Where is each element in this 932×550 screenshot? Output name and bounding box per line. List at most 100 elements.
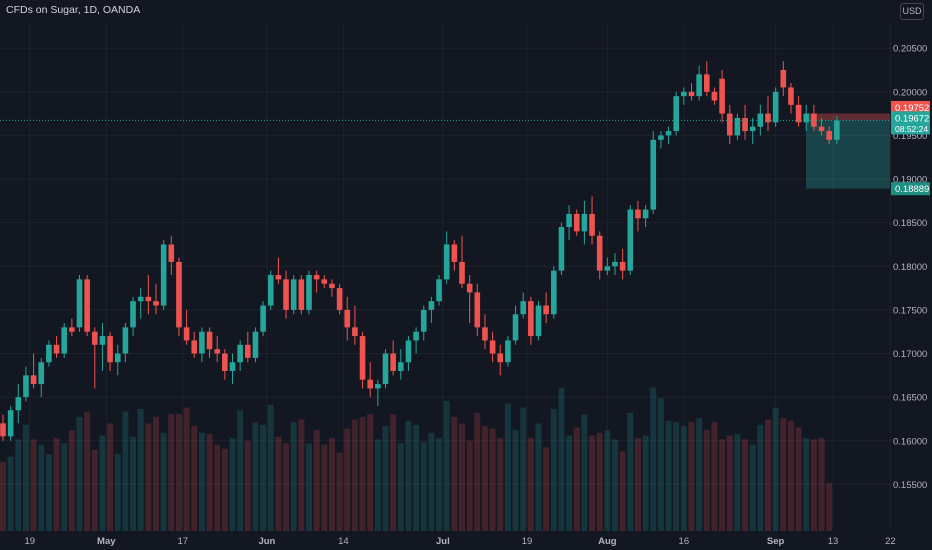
candle-body — [505, 340, 511, 363]
volume-bar — [244, 440, 251, 531]
candle-body — [535, 305, 542, 337]
y-tick-label: 0.20000 — [893, 87, 927, 98]
candle-body — [642, 209, 649, 219]
candle-body — [245, 344, 251, 358]
candle-body — [168, 244, 175, 262]
candle-body — [665, 131, 672, 136]
volume-bar — [191, 426, 198, 531]
candle-body — [543, 305, 549, 315]
candle-body — [375, 384, 381, 389]
candle-body — [122, 327, 129, 354]
volume-bar — [688, 422, 695, 531]
volume-bar — [61, 443, 68, 531]
candle-body — [23, 375, 29, 398]
candle-body — [528, 301, 534, 337]
volume-bar — [275, 436, 282, 531]
volume-bar — [826, 483, 833, 531]
candle-body — [38, 362, 45, 385]
candle-body — [765, 113, 771, 123]
volume-bar — [68, 430, 75, 531]
volume-bar — [367, 414, 374, 531]
volume-bar — [818, 438, 825, 531]
volume-bar — [290, 422, 297, 531]
y-tick-label: 0.19000 — [893, 175, 927, 186]
candle-body — [199, 331, 205, 354]
volume-bar — [566, 435, 573, 531]
candle-body — [30, 375, 37, 385]
candle-body — [283, 279, 289, 310]
volume-bar — [22, 424, 29, 531]
volume-bar — [306, 443, 312, 531]
candle-body — [107, 336, 113, 363]
stop-loss-zone — [806, 113, 890, 121]
candle-body — [183, 327, 190, 341]
volume-bar — [634, 438, 641, 531]
candle-body — [222, 353, 228, 371]
current-price-box — [891, 111, 930, 135]
volume-bars — [0, 387, 833, 531]
candle-body — [566, 213, 572, 228]
candle-body — [53, 344, 60, 354]
x-tick-label: Sep — [767, 536, 785, 547]
candle-body — [826, 131, 832, 140]
candle-body — [719, 78, 725, 114]
volume-bar — [321, 444, 328, 531]
price-label-text: 0.18889 — [895, 184, 929, 195]
volume-bar — [221, 448, 228, 531]
volume-bar — [413, 424, 420, 531]
volume-bar — [390, 414, 397, 531]
candle-body — [428, 301, 435, 310]
current-price-text: 0.19672 — [895, 113, 929, 124]
volume-bar — [344, 428, 351, 531]
x-tick-label: 22 — [885, 536, 896, 547]
volume-bar — [420, 442, 427, 531]
x-tick-label: 16 — [679, 536, 690, 547]
volume-bar — [489, 428, 496, 531]
candle-body — [688, 91, 695, 97]
price-axis: 0.20500 0.20000 0.19500 0.19000 0.18500 0.180… — [893, 44, 927, 491]
candle-body — [772, 91, 779, 123]
candle-body — [130, 301, 136, 328]
y-tick-label: 0.17500 — [893, 305, 927, 316]
candle-body — [7, 410, 14, 437]
volume-bar — [175, 414, 182, 531]
volume-bar — [749, 444, 756, 531]
y-tick-label: 0.15500 — [893, 480, 927, 491]
volume-bar — [650, 387, 657, 531]
currency-button[interactable]: USD — [900, 3, 924, 20]
candle-body — [711, 91, 718, 101]
candle-body — [46, 344, 52, 363]
volume-bar — [38, 444, 45, 531]
candle-body — [206, 331, 213, 350]
candle-body — [658, 135, 664, 140]
volume-bar — [520, 407, 527, 531]
candle-body — [359, 336, 366, 380]
candle-body — [489, 340, 496, 354]
volume-bar — [137, 408, 144, 531]
volume-bar — [428, 432, 435, 531]
price-label-box — [891, 182, 930, 196]
y-tick-label: 0.19500 — [893, 131, 927, 142]
volume-bar — [474, 412, 481, 531]
volume-bar — [53, 438, 60, 531]
candle-body — [558, 227, 565, 271]
candle-body — [834, 120, 840, 140]
volume-bar — [627, 412, 634, 531]
volume-bar — [443, 400, 450, 531]
volume-bar — [742, 439, 749, 531]
candle-body — [466, 283, 473, 293]
x-tick-label: 13 — [828, 536, 839, 547]
candle-body — [329, 283, 335, 289]
candle-body — [742, 117, 748, 132]
volume-bar — [780, 418, 787, 531]
candle-body — [612, 261, 618, 267]
candle-body — [520, 301, 526, 315]
volume-bar — [673, 422, 680, 531]
candle-body — [681, 91, 687, 97]
candle-body — [61, 327, 67, 354]
volume-bar — [619, 451, 626, 531]
volume-bar — [711, 422, 718, 531]
volume-bar — [497, 438, 504, 531]
price-label-box — [891, 100, 930, 114]
